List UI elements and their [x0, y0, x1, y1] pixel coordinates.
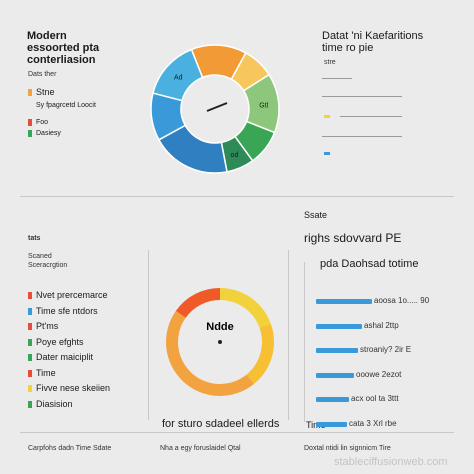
legend-label: Foo — [36, 119, 49, 126]
legend-swatch — [28, 89, 32, 97]
bar-label: ooowe 2ezot — [356, 369, 402, 379]
watermark: stableciffusionweb.com — [334, 456, 448, 468]
row-line — [322, 96, 402, 97]
legend-label: Nvet prercemarce — [36, 290, 108, 300]
legend-item: Sy fpagrcetd Loocit — [28, 100, 96, 111]
pie-slice — [152, 48, 204, 102]
row-swatch — [324, 115, 330, 118]
divider — [20, 432, 454, 433]
top-pie-chart: Gtl od Ad — [150, 44, 280, 174]
legend-item: Time — [28, 368, 56, 379]
slice-label: od — [231, 152, 239, 159]
legend-swatch — [28, 102, 32, 109]
footer-center: Nha a egy foruslaidel Qtal — [160, 445, 241, 452]
left-heading: Scaned Sceracrgtion — [28, 252, 67, 270]
legend-label: Stne — [36, 87, 55, 97]
donut-caption: for sturo sdadeel ellerds — [162, 418, 280, 430]
legend-label: Sy fpagrcetd Loocit — [36, 102, 96, 109]
legend-swatch — [28, 323, 32, 331]
right-subtitle: pda Daohsad totime — [320, 258, 419, 270]
legend-item: Fivve nese skeiien — [28, 383, 110, 394]
row-swatch — [324, 152, 330, 155]
footer-left: Carpfohs dadn Time Sdate — [28, 445, 112, 452]
heading-line: Sceracrgtion — [28, 262, 68, 269]
legend-item: Nvet prercemarce — [28, 290, 108, 301]
donut-slice — [165, 310, 255, 397]
title-line: Datat 'ni Kaefaritions — [322, 30, 424, 42]
legend-label: Diasision — [36, 398, 73, 409]
footer-right: Doxtal ntidi lin signnicm Tire — [304, 445, 391, 452]
legend-label: Time — [36, 367, 56, 378]
legend-swatch — [28, 400, 32, 408]
donut-chart: Ndde — [165, 288, 274, 397]
legend-item: Diasision — [28, 399, 73, 410]
bar — [316, 323, 362, 329]
legend-label: Poye efghts — [36, 336, 84, 347]
state-label: Ssate — [304, 210, 328, 220]
legend-swatch — [28, 129, 32, 137]
bar-label: aoosa 1o..... 90 — [374, 296, 430, 305]
legend-item: Stne — [28, 87, 55, 98]
bar-label: stroaniy? 2ir E — [360, 345, 412, 354]
legend-item: Dater maiciplit — [28, 352, 93, 363]
legend-swatch — [28, 338, 32, 346]
bar-label: cata 3 Xrl rbe — [349, 418, 397, 428]
bar-label: acx ool ta 3ttt — [351, 394, 399, 403]
slice-label: Gtl — [259, 102, 268, 109]
legend-item: Dasiesy — [28, 128, 61, 139]
legend-item: Poye efghts — [28, 337, 84, 348]
donut-slice — [220, 288, 271, 328]
row-line — [340, 116, 402, 117]
row-line — [322, 78, 352, 79]
donut-slice — [246, 323, 274, 384]
needle — [206, 102, 228, 112]
legend-label: Fivve nese skeiien — [36, 383, 111, 393]
bar — [316, 421, 347, 427]
title-line: essoorted pta — [27, 42, 100, 54]
right-label: stre — [324, 59, 336, 66]
heading-line: Scaned — [28, 253, 52, 260]
bar — [316, 372, 354, 378]
main-title: Modern essoorted pta conterliasion — [27, 30, 99, 66]
title-line: Modern — [27, 30, 67, 42]
divider — [148, 250, 149, 420]
divider — [304, 262, 305, 422]
legend-swatch — [28, 369, 32, 377]
title-line: conterliasion — [27, 54, 96, 66]
section-subtitle: Dats ther — [28, 71, 57, 78]
bar — [316, 299, 372, 304]
right-title: Datat 'ni Kaefaritions time ro pie — [322, 30, 423, 54]
small-label: tats — [28, 235, 41, 242]
legend-swatch — [28, 354, 32, 362]
bar-label: ashal 2ttp — [364, 320, 399, 330]
legend-swatch — [28, 385, 32, 393]
legend-label: Dasiesy — [36, 130, 61, 137]
bar — [316, 348, 358, 353]
legend-item: Foo — [28, 117, 48, 128]
legend-label: Pt'ms — [36, 321, 59, 331]
divider — [20, 196, 454, 197]
legend-swatch — [28, 292, 32, 300]
donut-slice — [175, 288, 220, 318]
legend-swatch — [28, 307, 32, 315]
donut-center-label: Ndde — [206, 321, 234, 333]
legend-item: Pt'ms — [28, 321, 58, 332]
legend-swatch — [28, 118, 32, 126]
center-dot — [218, 340, 222, 344]
title-line: time ro pie — [322, 42, 374, 54]
slice-label: Ad — [174, 75, 183, 82]
time-label: Time — [306, 420, 326, 430]
right-title: righs sdovvard PE — [304, 231, 402, 245]
legend-item: Time sfe ntdors — [28, 306, 98, 317]
row-line — [322, 136, 402, 137]
legend-label: Time sfe ntdors — [36, 305, 98, 316]
divider — [288, 250, 289, 420]
bar — [316, 397, 349, 402]
legend-label: Dater maiciplit — [36, 352, 94, 362]
